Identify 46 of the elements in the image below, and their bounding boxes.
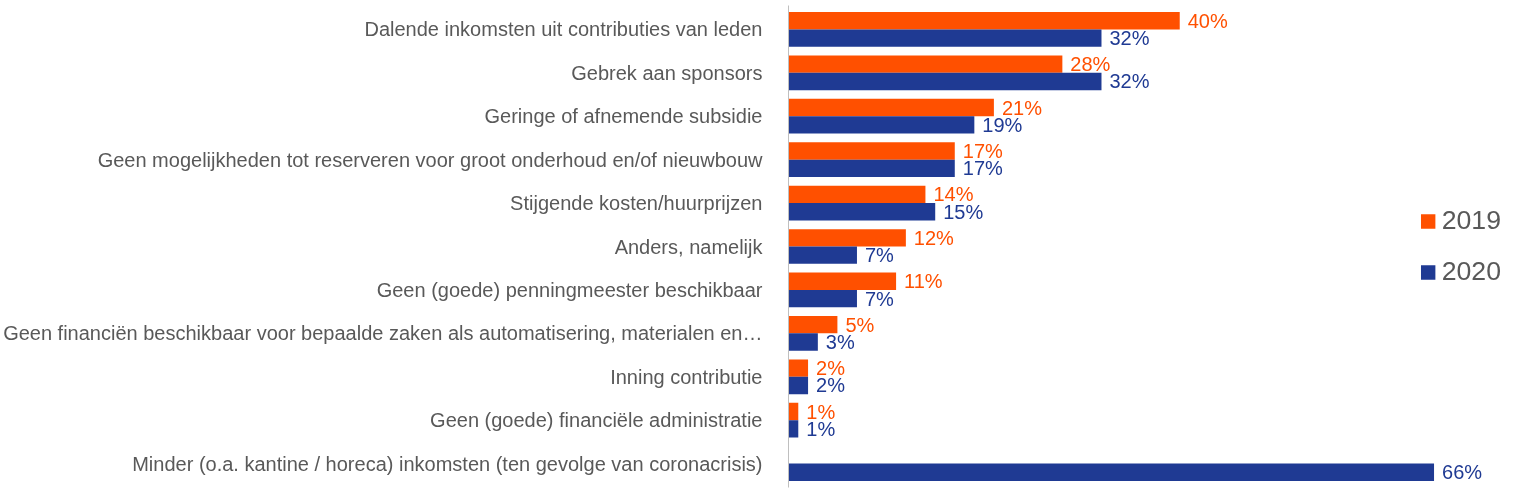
- bar: [788, 142, 955, 160]
- y-tick-label: Geringe of afnemende subsidie: [484, 105, 763, 128]
- bar: [788, 185, 926, 204]
- y-tick-label: Stijgende kosten/huurprijzen: [510, 192, 763, 215]
- y-tick-label: Anders, namelijk: [614, 235, 764, 258]
- bar: [788, 29, 1102, 47]
- data-label: 32%: [1109, 27, 1150, 50]
- y-tick-label: Geen (goede) financiële administratie: [430, 409, 763, 432]
- bar: [788, 359, 809, 377]
- bar: [788, 246, 857, 264]
- legend-label: 2020: [1441, 256, 1501, 287]
- bar: [788, 55, 1063, 73]
- bar: [788, 376, 809, 395]
- data-label: 11%: [904, 270, 943, 293]
- data-label: 32%: [1109, 70, 1150, 93]
- bar: [788, 72, 1102, 91]
- bar: [788, 289, 857, 308]
- bar: [788, 420, 799, 438]
- bar: [788, 12, 1180, 30]
- bar: [788, 203, 936, 221]
- bar: [788, 315, 838, 334]
- legend-label: 2019: [1441, 205, 1501, 236]
- bar: [788, 333, 818, 351]
- y-tick-label: Inning contributie: [610, 365, 763, 388]
- bar: [788, 98, 994, 117]
- data-label: 28%: [1070, 53, 1111, 76]
- y-tick-label: Geen mogelijkheden tot reserveren voor groot onderhoud en/of nieuwbouw: [97, 148, 764, 171]
- y-tick-label: Minder (o.a. kantine / horeca) inkomsten (ten gevolge van coronacrisis): [132, 452, 763, 475]
- y-tick-label: Gebrek aan sponsors: [571, 61, 763, 84]
- data-label: 21%: [1001, 96, 1043, 119]
- bar: [788, 159, 955, 178]
- bar: [788, 402, 799, 421]
- data-label: 66%: [1442, 461, 1483, 484]
- bar: [788, 229, 906, 247]
- data-label: 40%: [1187, 9, 1228, 32]
- bar: [788, 463, 1435, 481]
- data-label: 1%: [806, 400, 836, 423]
- y-tick-label: Geen (goede) penningmeester beschikbaar: [376, 278, 763, 301]
- data-label: 7%: [864, 244, 895, 267]
- data-label: 2%: [816, 374, 846, 397]
- data-label: 12%: [913, 226, 955, 249]
- data-label: 7%: [864, 287, 895, 310]
- bar: [788, 272, 897, 290]
- bar: [788, 116, 975, 134]
- y-tick-label: Geen financiën beschikbaar voor bepaalde zaken als automatisering, materialen en…: [3, 322, 763, 345]
- y-tick-label: Dalende inkomsten uit contributies van leden: [364, 18, 763, 41]
